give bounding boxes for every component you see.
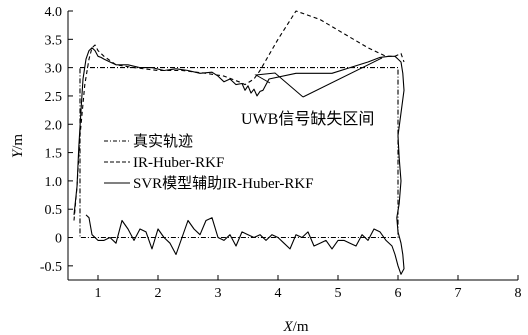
axes: 1 2 3 4 5 6 7 8 -0.5 0 0.5 1.0 1.5 2.0 2.5 3.0 3.5 4.0 — [40, 5, 522, 301]
y-tick-label-0: -0.5 — [40, 260, 62, 275]
x-axis-label: X/m — [282, 319, 308, 335]
series-line-0 — [79, 67, 399, 239]
y-tick-label-7: 3.0 — [45, 62, 63, 77]
x-tick-label-7: 8 — [515, 286, 522, 301]
annotation-bracket — [254, 72, 304, 98]
y-tick-label-1: 0 — [55, 232, 62, 247]
x-tick-label-2: 3 — [215, 286, 222, 301]
y-tick-label-6: 2.5 — [45, 90, 63, 105]
annotation-text: UWB信号缺失区间 — [241, 110, 374, 128]
legend-label-ir-huber-rkf: IR-Huber-RKF — [133, 155, 224, 171]
series-layer — [73, 10, 405, 275]
y-ticks: -0.5 0 0.5 1.0 1.5 2.0 2.5 3.0 3.5 4.0 — [40, 5, 73, 275]
x-ticks: 1 2 3 4 5 6 7 8 — [95, 275, 522, 301]
legend: 真实轨迹 IR-Huber-RKF SVR模型辅助IR-Huber-RKF — [104, 132, 314, 192]
y-tick-label-4: 1.5 — [45, 147, 63, 162]
x-tick-label-3: 4 — [275, 286, 282, 301]
x-axis-unit: /m — [293, 319, 309, 335]
y-axis-var: Y — [10, 148, 26, 158]
annotation-leader — [302, 57, 383, 98]
x-axis-var: X — [282, 319, 293, 335]
x-tick-label-4: 5 — [335, 286, 342, 301]
y-tick-label-2: 0.5 — [45, 203, 63, 218]
y-tick-label-9: 4.0 — [45, 5, 63, 20]
y-axis-unit: /m — [10, 134, 26, 150]
annotation-uwb-gap: UWB信号缺失区间 — [241, 57, 383, 128]
x-tick-label-6: 7 — [455, 286, 462, 301]
y-axis-label: Y/m — [10, 134, 26, 159]
x-tick-label-5: 6 — [395, 286, 402, 301]
legend-label-svr-ir-huber-rkf: SVR模型辅助IR-Huber-RKF — [133, 175, 314, 192]
y-tick-label-3: 1.0 — [45, 175, 63, 190]
y-tick-label-8: 3.5 — [45, 33, 63, 48]
x-tick-label-0: 1 — [95, 286, 102, 301]
legend-label-true-trajectory: 真实轨迹 — [133, 132, 193, 150]
series-line-1 — [73, 10, 405, 221]
y-tick-label-5: 2.0 — [45, 118, 63, 133]
series-line-2 — [73, 47, 405, 275]
x-tick-label-1: 2 — [155, 286, 162, 301]
